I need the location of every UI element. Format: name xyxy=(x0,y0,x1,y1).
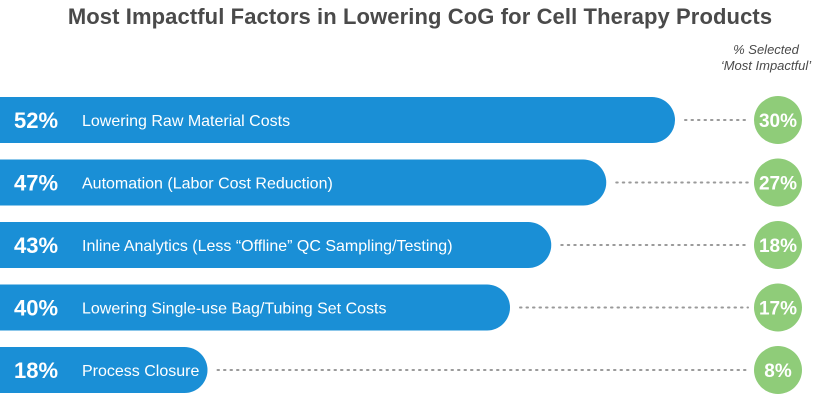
most-impactful-circle-2 xyxy=(754,158,802,207)
most-impactful-label-4: 17% xyxy=(759,299,797,320)
category-label-3: Inline Analytics (Less “Offline” QC Samp… xyxy=(82,238,453,255)
bar-value-label-2: 47% xyxy=(14,171,58,196)
bar-value-label-4: 40% xyxy=(14,296,58,321)
bar-4 xyxy=(0,284,510,331)
most-impactful-circle-5 xyxy=(754,346,802,394)
bar-2 xyxy=(0,159,607,206)
category-label-5: Process Closure xyxy=(82,363,199,380)
bar-3 xyxy=(0,222,552,268)
most-impactful-header-line-2: ‘Most Impactful’ xyxy=(720,58,812,73)
chart-title: Most Impactful Factors in Lowering CoG f… xyxy=(67,4,773,29)
most-impactful-label-3: 18% xyxy=(759,236,797,257)
bar-5 xyxy=(0,347,208,393)
most-impactful-label-1: 30% xyxy=(759,111,797,132)
bar-value-label-3: 43% xyxy=(14,233,58,258)
bar-1 xyxy=(0,97,675,143)
most-impactful-label-2: 27% xyxy=(759,174,797,195)
category-label-1: Lowering Raw Material Costs xyxy=(82,113,290,130)
most-impactful-label-5: 8% xyxy=(764,361,792,382)
most-impactful-header: % Selected ‘Most Impactful’ xyxy=(700,42,832,74)
bar-value-label-1: 52% xyxy=(14,108,58,133)
most-impactful-circle-4 xyxy=(754,283,802,332)
most-impactful-header-line-1: % Selected xyxy=(733,42,799,57)
category-label-4: Lowering Single-use Bag/Tubing Set Costs xyxy=(82,301,386,318)
most-impactful-circle-3 xyxy=(754,221,802,269)
most-impactful-circle-1 xyxy=(754,96,802,144)
bar-value-label-5: 18% xyxy=(14,358,58,383)
category-label-2: Automation (Labor Cost Reduction) xyxy=(82,176,333,193)
